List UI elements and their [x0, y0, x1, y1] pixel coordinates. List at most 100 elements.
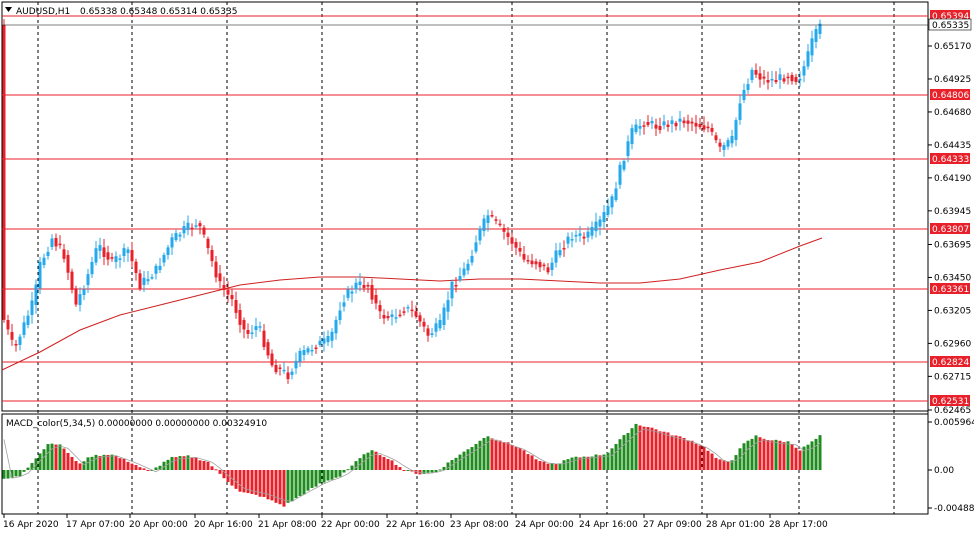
macd-bar	[98, 455, 102, 470]
macd-bar	[166, 459, 170, 470]
macd-bar	[110, 454, 114, 470]
macd-bar	[794, 447, 798, 470]
candle-body	[66, 255, 70, 273]
candle-body	[2, 25, 6, 320]
macd-bar	[74, 461, 78, 470]
macd-bar	[398, 467, 402, 470]
macd-bar	[138, 467, 142, 470]
macd-bar	[702, 446, 706, 470]
macd-bar	[118, 458, 122, 470]
candle-body	[134, 261, 138, 274]
macd-bar	[482, 437, 486, 470]
macd-bar	[502, 442, 506, 470]
macd-bar	[234, 470, 238, 489]
candle-body	[562, 248, 566, 250]
macd-bar	[314, 470, 318, 487]
macd-bar	[382, 456, 386, 470]
candle-body	[462, 268, 466, 276]
candle-body	[182, 226, 186, 234]
macd-bar	[310, 470, 314, 488]
time-label: 21 Apr 08:00	[258, 520, 317, 530]
macd-bar	[258, 470, 262, 497]
time-label: 22 Apr 16:00	[386, 520, 445, 530]
candle-body	[218, 273, 222, 282]
macd-bar	[546, 463, 550, 470]
macd-bar	[130, 463, 134, 470]
macd-bar	[22, 470, 26, 472]
macd-bar	[506, 442, 510, 470]
macd-bar	[386, 458, 390, 470]
macd-bar	[422, 470, 426, 474]
candle-body	[14, 344, 18, 346]
candle-body	[634, 124, 638, 132]
macd-bar	[446, 462, 450, 470]
macd-bar	[246, 470, 250, 494]
macd-bar	[214, 469, 218, 471]
macd-bar	[674, 435, 678, 470]
candle-body	[594, 221, 598, 232]
candle-body	[94, 248, 98, 263]
candle-body	[318, 340, 322, 345]
macd-bar	[442, 466, 446, 470]
macd-bar	[6, 470, 10, 479]
macd-bar	[626, 432, 630, 470]
macd-bar	[742, 443, 746, 470]
time-label: 28 Apr 01:00	[706, 520, 765, 530]
macd-bar	[538, 461, 542, 470]
macd-bar	[686, 440, 690, 470]
candle-body	[626, 141, 630, 156]
candle-body	[62, 249, 66, 259]
candle-body	[606, 206, 610, 215]
candle-body	[98, 245, 102, 251]
macd-bar	[458, 454, 462, 470]
macd-bar	[94, 454, 98, 470]
macd-bar	[554, 463, 558, 470]
price-tick-label: 0.63695	[934, 240, 971, 250]
candle-body	[650, 120, 654, 124]
candle-body	[446, 300, 450, 312]
candle-body	[110, 257, 114, 259]
candle-body	[690, 121, 694, 124]
macd-bar	[182, 456, 186, 470]
candlesticks	[2, 19, 822, 384]
time-label: 22 Apr 00:00	[321, 520, 380, 530]
candle-body	[654, 124, 658, 129]
macd-bar	[610, 448, 614, 470]
macd-bar	[158, 465, 162, 470]
macd-bar	[434, 470, 438, 473]
macd-bar	[430, 470, 434, 473]
candle-body	[206, 238, 210, 249]
candle-body	[538, 262, 542, 268]
candle-body	[798, 78, 802, 81]
candle-body	[230, 295, 234, 300]
macd-bar	[770, 440, 774, 470]
macd-bar	[18, 470, 22, 477]
macd-bar	[514, 447, 518, 470]
candle-body	[418, 315, 422, 322]
candle-body	[258, 326, 262, 328]
dropdown-triangle-icon[interactable]	[5, 7, 12, 12]
macd-bar	[374, 451, 378, 470]
macd-bar	[122, 458, 126, 470]
candle-body	[622, 160, 626, 170]
time-label: 23 Apr 08:00	[450, 520, 509, 530]
candle-body	[286, 372, 290, 380]
macd-bar	[798, 450, 802, 470]
macd-bar	[486, 436, 490, 470]
time-label: 24 Apr 16:00	[579, 520, 638, 530]
macd-bar	[682, 437, 686, 470]
macd-bar	[790, 443, 794, 470]
candle-body	[234, 300, 238, 313]
macd-bar	[194, 457, 198, 470]
candle-body	[718, 142, 722, 147]
horizontal-levels[interactable]: 0.65394 0.64806 0.64333 0.63807 0.63361 0.628…	[2, 10, 970, 407]
candle-body	[754, 70, 758, 75]
candle-body	[498, 223, 502, 226]
candle-body	[126, 249, 130, 253]
main-chart-frame	[1, 1, 929, 412]
macd-bar	[242, 470, 246, 493]
candle-body	[106, 252, 110, 260]
candle-body	[266, 342, 270, 356]
candle-body	[794, 77, 798, 82]
